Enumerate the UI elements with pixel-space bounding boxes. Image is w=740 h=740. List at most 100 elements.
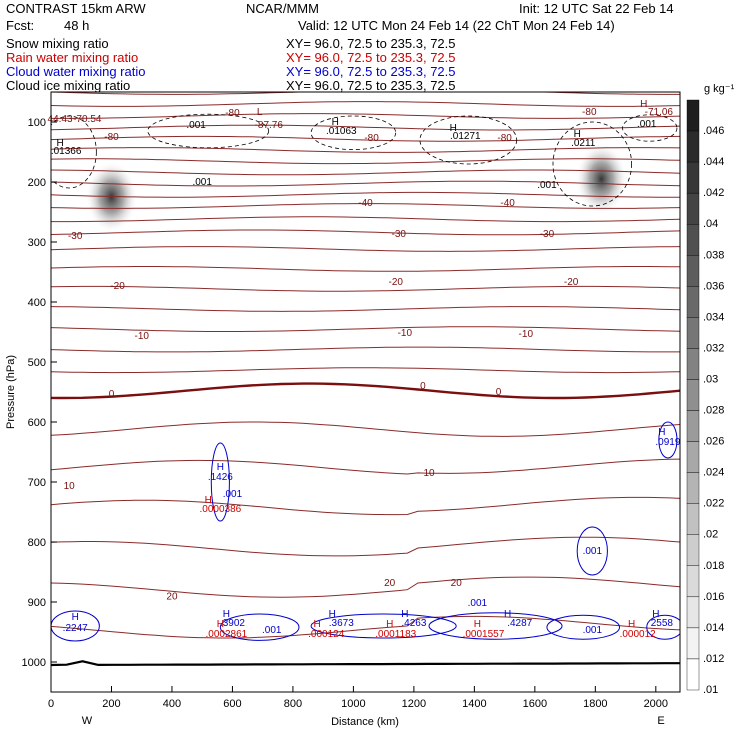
rain-label: .0001557: [463, 629, 505, 640]
cloud-water-label: .001: [468, 598, 488, 609]
colorbar-swatch: [686, 410, 700, 442]
isotherm-line: [51, 346, 680, 353]
fcst-label: Fcst:: [6, 18, 35, 33]
y-tick-label: 700: [28, 477, 46, 489]
colorbar-tick-label: .016: [703, 591, 724, 603]
isotherm-line: [51, 367, 680, 374]
snow-label: .001: [192, 177, 212, 188]
cloud-water-label: H: [72, 612, 79, 623]
isotherm-line: [51, 229, 680, 236]
colorbar-tick-label: .026: [703, 436, 724, 448]
colorbar-tick-label: .042: [703, 187, 724, 199]
y-tick-label: 1000: [22, 657, 46, 669]
temperature-label: -40: [500, 198, 515, 209]
rain-label: .0000386: [199, 504, 241, 515]
snow-label: .0211: [571, 138, 596, 149]
isotherm-line: [51, 216, 680, 223]
colorbar-tick-label: .046: [703, 125, 724, 137]
snow-label: H: [332, 117, 339, 128]
cloud-water-label: .1426: [208, 472, 233, 483]
x-tick-label: 0: [48, 698, 54, 710]
isotherm-line: [51, 576, 680, 598]
field-label-snow: Snow mixing ratio: [6, 36, 109, 51]
temperature-label: -80: [104, 132, 119, 143]
colorbar-tick-label: .038: [703, 249, 724, 261]
temperature-label: 0: [496, 387, 502, 398]
cloud-water-contour: [310, 613, 457, 639]
isotherm-line: [51, 285, 680, 292]
isotherm-line: [51, 158, 680, 165]
temperature-isotherms: [51, 92, 680, 639]
temperature-label: H: [640, 99, 647, 110]
isotherm-line: [51, 326, 680, 332]
snow-contour: [310, 115, 397, 150]
isotherm-line: [51, 101, 680, 107]
colorbar-tick-label: .024: [703, 467, 724, 479]
axes: 0 200 400 600 800 1000 1200 1400 1600 1800 2000100…: [22, 117, 669, 710]
colorbar-tick-label: .02: [703, 529, 718, 541]
cloud-water-contour: [428, 612, 563, 640]
temperature-label: 44.43: [48, 114, 73, 125]
cloud-water-label: H: [329, 609, 336, 620]
rain-label: .000012: [620, 629, 657, 640]
temperature-label: 20: [166, 592, 178, 603]
y-tick-label: 400: [28, 297, 46, 309]
colorbar-tick-label: .04: [703, 218, 718, 230]
field-label-rain: Rain water mixing ratio: [6, 50, 139, 65]
temperature-label: 20: [384, 578, 396, 589]
cloud-water-contour: [51, 610, 100, 642]
colorbar-swatch: [686, 503, 700, 535]
colorbar-swatch: [686, 534, 700, 566]
field-xy-rain: XY= 96.0, 72.5 to 235.3, 72.5: [286, 50, 456, 65]
isotherm-line: [51, 169, 680, 176]
y-tick-label: 600: [28, 417, 46, 429]
y-tick-label: 100: [28, 117, 46, 129]
cloud-water-label: H: [217, 462, 224, 473]
colorbar-swatch: [686, 379, 700, 411]
temperature-label: -30: [392, 229, 407, 240]
fcst-value: 48 h: [64, 18, 90, 33]
cloud-water-label: .3902: [220, 618, 245, 629]
temperature-label: -40: [358, 198, 373, 209]
field-label-cloud-water: Cloud water mixing ratio: [6, 64, 146, 79]
rain-label: .0001183: [375, 629, 416, 640]
isotherm-line: [51, 124, 680, 131]
colorbar-swatch: [686, 224, 700, 256]
colorbar-swatch: [686, 348, 700, 380]
cloud-water-contour: [576, 526, 608, 576]
isotherm-line: [51, 180, 680, 187]
cloud-water-label: H: [658, 427, 665, 438]
cloud-water-contour: [658, 421, 678, 459]
temperature-label: 0: [109, 389, 115, 400]
snow-contour: [622, 114, 678, 142]
isotherm-line: [51, 92, 680, 95]
colorbar-tick-label: .018: [703, 560, 724, 572]
model-title: CONTRAST 15km ARW: [6, 1, 146, 16]
x-end-label-west: W: [82, 715, 93, 727]
colorbar-swatch: [686, 472, 700, 504]
rain-label: H: [205, 495, 212, 506]
snow-label: .001: [186, 120, 206, 131]
isotherm-line: [51, 496, 680, 516]
colorbar-swatch: [686, 192, 700, 225]
cloud-water-label: H: [223, 609, 230, 620]
colorbar-swatch: [686, 658, 700, 691]
isotherm-line: [51, 135, 680, 142]
cloud-water-label: .001: [583, 625, 603, 636]
colorbar-swatch: [686, 596, 700, 629]
temperature-label: -20: [110, 281, 125, 292]
cloud-water-label: H: [401, 609, 408, 620]
colorbar-swatch: [686, 161, 700, 194]
colorbar-tick-label: .01: [703, 684, 718, 696]
colorbar-swatch: [686, 255, 700, 287]
x-tick-label: 2000: [644, 698, 668, 710]
temperature-label: -10: [134, 331, 149, 342]
cloud-water-label: .001: [262, 625, 282, 636]
contour-labels: -70.54-80 L-87.76-80 -80 -80-80H-71.0644.43…: [48, 99, 681, 640]
temperature-label: -80: [497, 133, 512, 144]
snow-contour: [147, 113, 270, 149]
rain-label: H: [474, 619, 481, 630]
snow-label: .01366: [51, 146, 82, 157]
terrain-line: [50, 660, 680, 667]
